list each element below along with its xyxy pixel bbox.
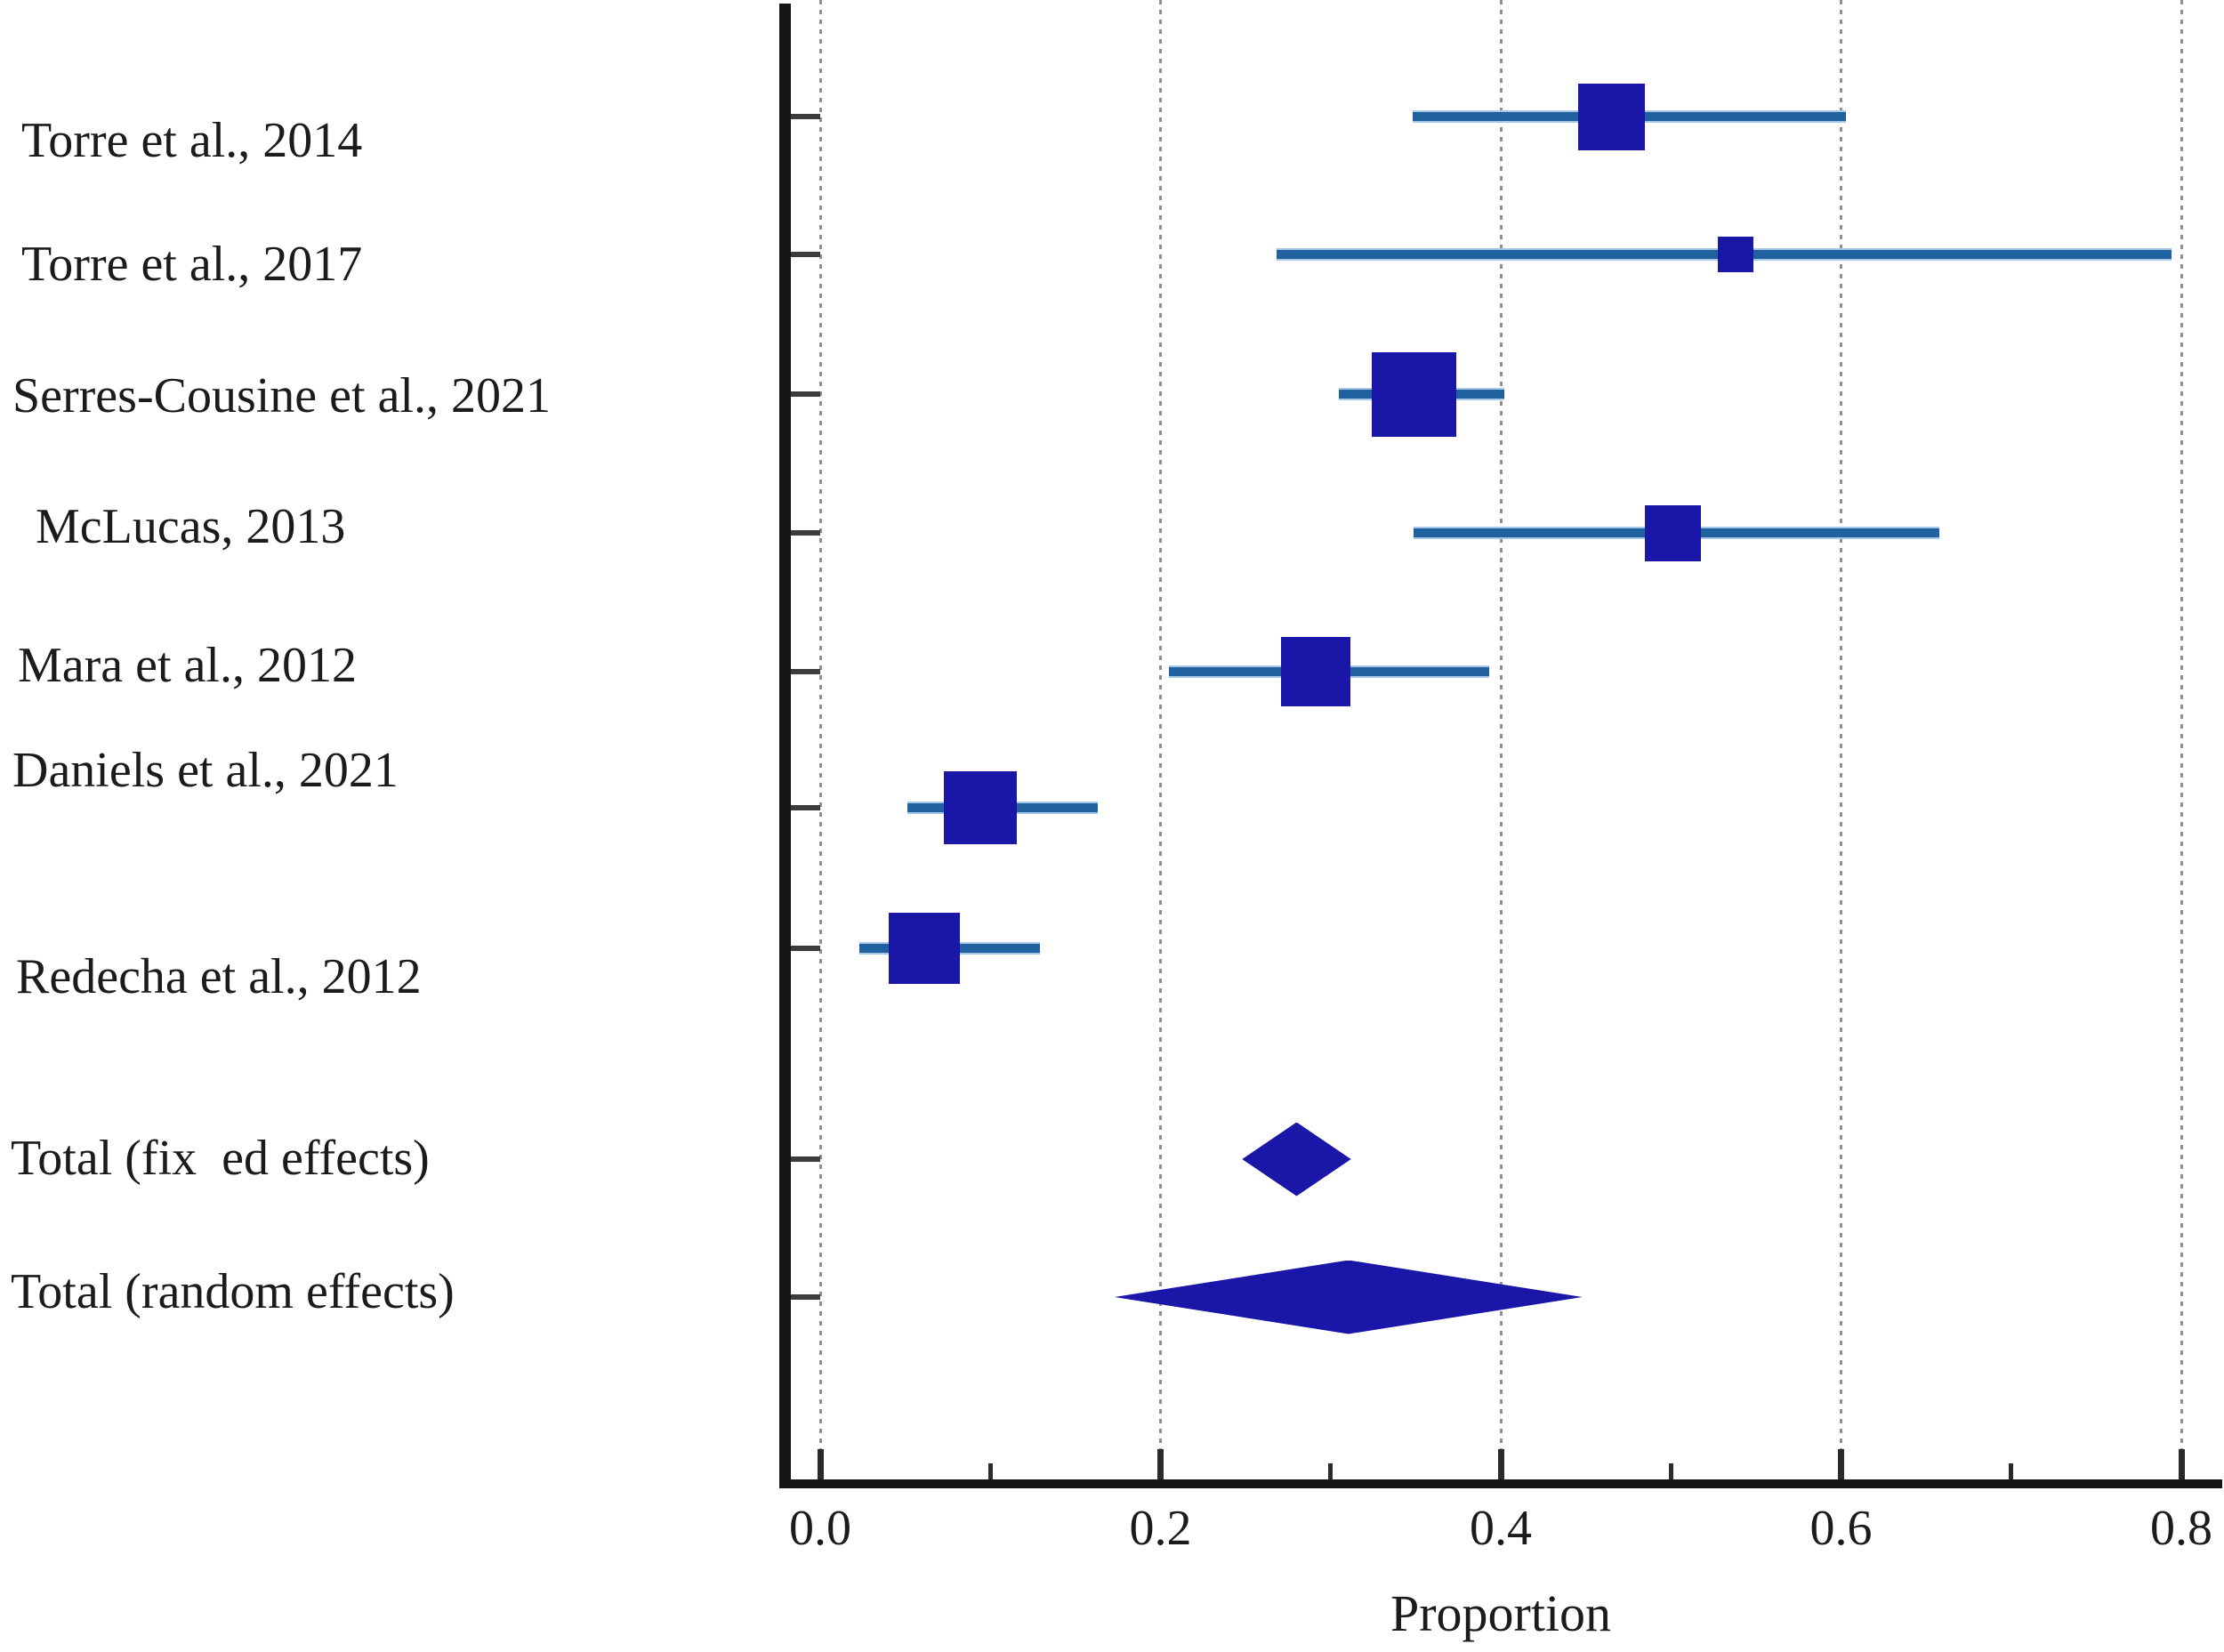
x-tick-label-0.8: 0.8 — [2150, 1501, 2212, 1556]
x-minor-tick — [1328, 1463, 1334, 1479]
estimate-square — [888, 913, 960, 984]
x-axis-line — [779, 1479, 2222, 1488]
row-tick-mark — [791, 669, 820, 674]
gridline-0.6 — [1840, 0, 1842, 1479]
study-label-torre-2014: Torre et al., 2014 — [21, 113, 363, 168]
x-tick-label-0.0: 0.0 — [789, 1501, 851, 1556]
x-major-tick — [817, 1449, 824, 1479]
row-tick-mark — [791, 391, 820, 397]
row-tick-mark — [791, 805, 820, 810]
x-minor-tick — [1668, 1463, 1673, 1479]
row-tick-mark — [791, 530, 820, 536]
estimate-square — [1577, 83, 1645, 150]
estimate-square — [943, 771, 1017, 844]
estimate-square — [1280, 637, 1350, 706]
x-tick-label-0.2: 0.2 — [1129, 1501, 1192, 1556]
row-tick-mark — [791, 946, 820, 951]
y-axis-line — [779, 4, 791, 1488]
x-minor-tick — [2009, 1463, 2014, 1479]
x-tick-label-0.4: 0.4 — [1470, 1501, 1532, 1556]
x-major-tick — [1497, 1449, 1504, 1479]
gridline-0.8 — [2180, 0, 2183, 1479]
estimate-square — [1371, 351, 1456, 437]
study-label-mclucas-2013: McLucas, 2013 — [36, 499, 346, 554]
x-tick-label-0.6: 0.6 — [1809, 1501, 1873, 1556]
x-major-tick — [1838, 1449, 1844, 1479]
summary-diamond — [1242, 1122, 1351, 1197]
row-tick-mark — [791, 252, 820, 257]
estimate-square — [1717, 237, 1753, 272]
row-tick-mark — [791, 1156, 820, 1162]
total-label-random-effects: Total (random effects) — [11, 1264, 455, 1319]
study-label-redecha-2012: Redecha et al., 2012 — [16, 949, 422, 1004]
total-label-fixed-effects: Total (fix ed effects) — [11, 1131, 430, 1186]
gridline-0.4 — [1499, 0, 1503, 1479]
x-minor-tick — [987, 1463, 993, 1479]
gridline-0.2 — [1159, 0, 1162, 1479]
study-label-mara-2012: Mara et al., 2012 — [18, 638, 357, 693]
x-major-tick — [1157, 1449, 1164, 1479]
row-tick-mark — [791, 114, 820, 119]
row-tick-mark — [791, 1294, 820, 1300]
summary-diamond — [1114, 1260, 1583, 1334]
x-axis-title: Proportion — [1390, 1584, 1612, 1642]
estimate-square — [1644, 504, 1701, 561]
study-label-serres-cousine-2021: Serres-Cousine et al., 2021 — [12, 368, 551, 423]
gridline-0.0 — [818, 0, 822, 1479]
x-major-tick — [2178, 1449, 2185, 1479]
study-label-torre-2017: Torre et al., 2017 — [21, 237, 363, 292]
study-label-daniels-2021: Daniels et al., 2021 — [12, 743, 399, 798]
